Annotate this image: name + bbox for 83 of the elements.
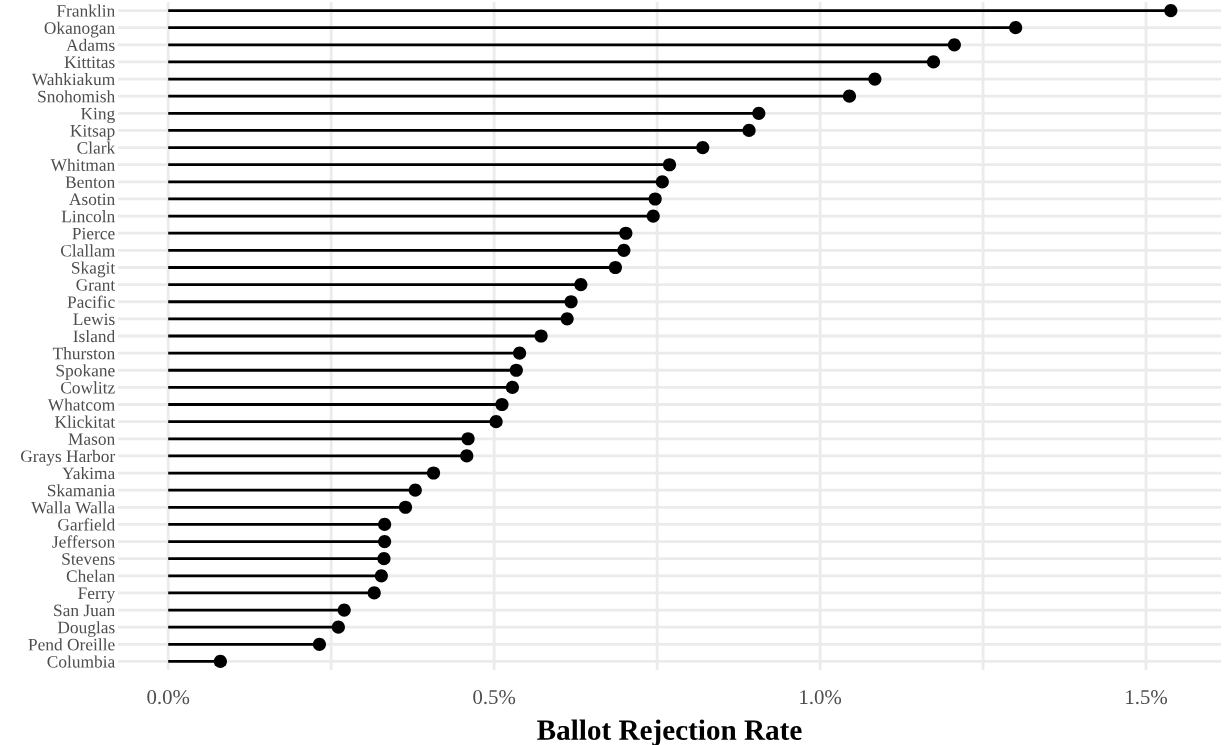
point	[608, 260, 622, 275]
y-tick-label: Garfield	[58, 518, 116, 531]
point	[495, 397, 509, 412]
y-tick-label: Kittitas	[64, 56, 115, 69]
y-tick-label: Douglas	[57, 621, 115, 637]
y-tick-label: Spokane	[56, 364, 115, 380]
y-tick-label: Skagit	[72, 261, 116, 278]
y-tick-label: Thurston	[52, 347, 115, 360]
point	[426, 466, 441, 480]
point	[512, 346, 527, 360]
point	[213, 654, 227, 669]
y-tick-label: Whatcom	[47, 398, 115, 411]
point	[331, 620, 345, 634]
y-tick-label: Clallam	[60, 244, 115, 257]
y-tick-label: Cowlitz	[60, 381, 115, 394]
y-tick-label: Snohomish	[38, 90, 115, 103]
point	[662, 158, 677, 172]
y-tick-label: Skamania	[47, 484, 115, 497]
y-tick-label: Pacific	[67, 295, 115, 308]
point	[509, 363, 523, 377]
point	[367, 586, 381, 600]
point	[461, 432, 475, 446]
y-tick-label: Mason	[68, 433, 115, 445]
y-tick-label: Chelan	[66, 569, 115, 582]
point	[752, 106, 766, 120]
x-tick-label: 1.5%	[1126, 690, 1168, 705]
y-tick-label: Whitman	[50, 158, 115, 171]
point	[408, 483, 422, 497]
point	[460, 449, 474, 463]
x-tick-label: 1.0%	[800, 690, 842, 705]
point	[378, 534, 392, 549]
point	[337, 603, 351, 617]
point	[377, 552, 391, 566]
y-tick-label: Yakima	[62, 467, 115, 480]
y-tick-label: Pierce	[72, 227, 115, 240]
y-tick-label: Jefferson	[52, 535, 115, 548]
point	[617, 243, 631, 257]
point	[926, 55, 941, 69]
point	[505, 380, 519, 394]
point	[619, 226, 633, 240]
x-tick-label: 0.5%	[473, 690, 516, 705]
point	[398, 500, 413, 514]
point	[1164, 3, 1178, 18]
point	[696, 141, 710, 155]
point	[489, 415, 503, 429]
point	[312, 637, 327, 651]
y-tick-label: Okanogan	[44, 21, 115, 38]
point	[534, 329, 548, 343]
y-tick-label: San Juan	[54, 604, 115, 617]
y-tick-label: Wahkiakum	[31, 73, 115, 86]
point	[574, 278, 588, 292]
y-tick-label: Pend Oreille	[28, 638, 115, 651]
y-tick-label: Grays Harbor	[20, 449, 116, 466]
point	[842, 89, 857, 103]
point	[378, 517, 392, 531]
y-tick-label: Grant	[76, 279, 116, 291]
x-tick-label: 0.0%	[147, 690, 190, 705]
y-tick-label: Benton	[65, 176, 115, 189]
point	[564, 295, 578, 309]
point	[742, 123, 756, 138]
point	[947, 38, 961, 52]
y-tick-label: Clark	[77, 141, 116, 154]
y-tick-label: Island	[73, 329, 116, 343]
y-tick-label: Franklin	[56, 4, 115, 17]
y-tick-label: Columbia	[47, 655, 115, 668]
y-tick-label: Kitsap	[70, 124, 115, 141]
point	[560, 312, 574, 326]
y-tick-label: Asotin	[69, 193, 115, 206]
y-tick-label: Ferry	[78, 587, 116, 603]
point	[648, 192, 662, 206]
point	[646, 209, 660, 223]
y-tick-label: Klickitat	[54, 415, 116, 428]
y-tick-label: Stevens	[62, 553, 115, 565]
y-tick-label: Walla Walla	[31, 501, 115, 514]
y-tick-label: Adams	[66, 38, 115, 52]
y-tick-label: Lincoln	[61, 210, 115, 223]
point	[655, 175, 669, 189]
x-axis-title: Ballot Rejection Rate	[537, 719, 802, 745]
y-tick-label: King	[81, 107, 115, 124]
point	[868, 72, 882, 86]
point	[374, 569, 388, 583]
point	[1009, 21, 1023, 35]
y-tick-label: Lewis	[73, 313, 115, 326]
